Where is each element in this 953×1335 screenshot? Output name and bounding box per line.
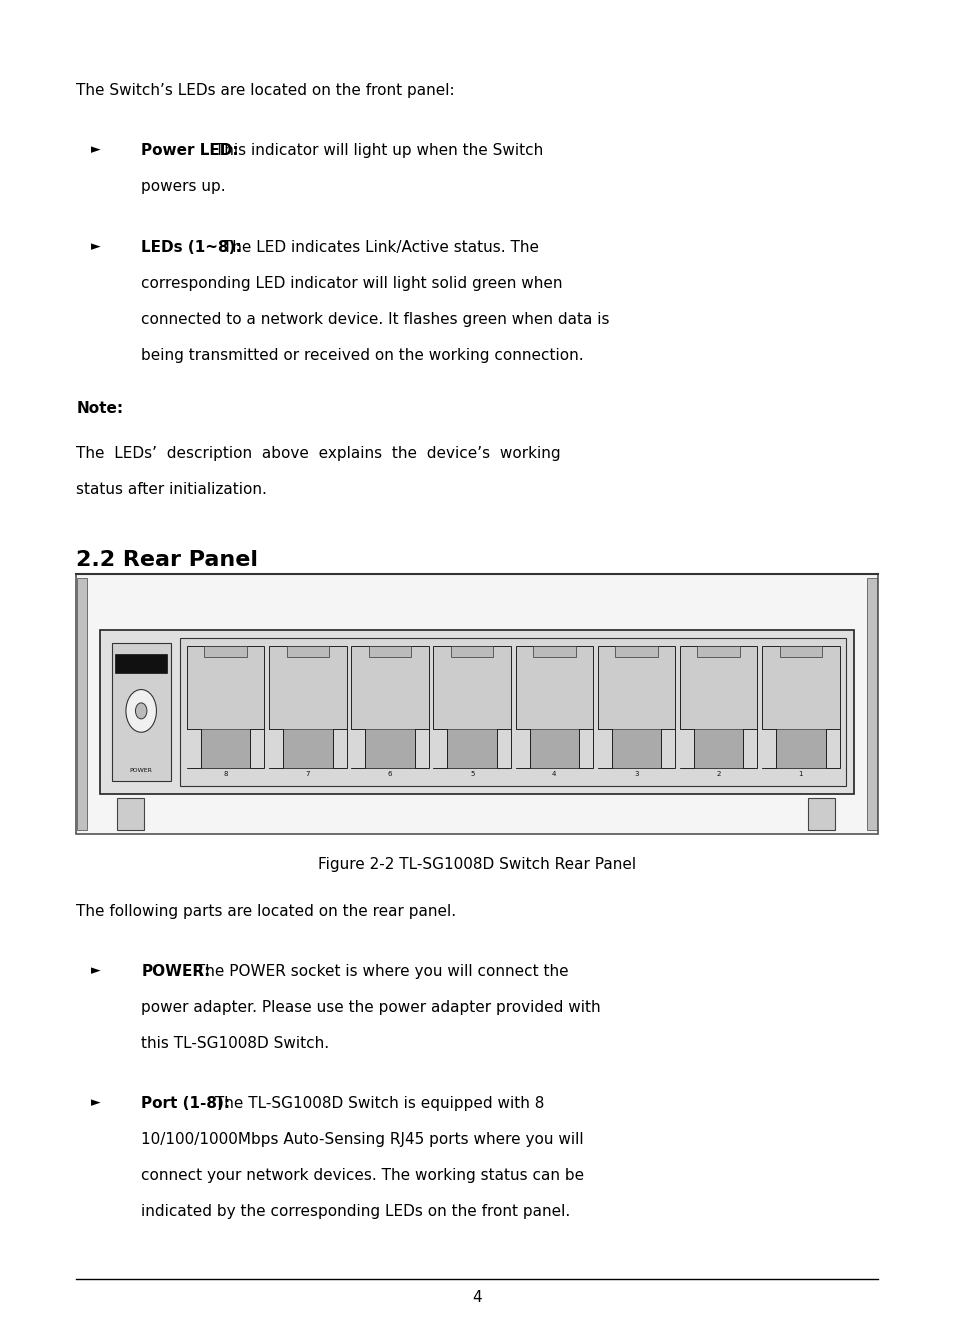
Bar [598, 729, 611, 768]
Bar [204, 646, 247, 657]
Bar [615, 646, 657, 657]
Bar [451, 646, 493, 657]
Text: Power LED:: Power LED: [141, 143, 238, 158]
Bar [351, 646, 428, 768]
Bar [269, 729, 283, 768]
Bar [269, 646, 346, 768]
Bar [697, 646, 740, 657]
Text: 4: 4 [552, 772, 556, 777]
Text: ►: ► [91, 143, 100, 156]
Text: The Switch’s LEDs are located on the front panel:: The Switch’s LEDs are located on the fro… [76, 83, 455, 97]
Bar [679, 729, 693, 768]
Text: Note:: Note: [76, 400, 123, 415]
Bar [100, 630, 853, 794]
Text: 10/100/1000Mbps Auto-Sensing RJ45 ports where you will: 10/100/1000Mbps Auto-Sensing RJ45 ports … [141, 1132, 583, 1147]
Bar [187, 729, 201, 768]
Circle shape [135, 702, 147, 718]
Bar [529, 729, 578, 768]
Text: powers up.: powers up. [141, 179, 226, 194]
Text: 7: 7 [305, 772, 310, 777]
Bar [598, 646, 675, 768]
Text: 3: 3 [634, 772, 639, 777]
Text: ►: ► [91, 240, 100, 254]
Bar [76, 574, 877, 834]
Text: 8: 8 [223, 772, 228, 777]
Text: 5: 5 [470, 772, 474, 777]
Text: This indicator will light up when the Switch: This indicator will light up when the Sw… [210, 143, 542, 158]
Bar [515, 646, 593, 768]
Bar [115, 654, 167, 673]
Text: 4: 4 [472, 1290, 481, 1304]
Bar [187, 646, 264, 768]
Bar [742, 729, 757, 768]
Text: POWER:: POWER: [141, 964, 211, 979]
Text: power adapter. Please use the power adapter provided with: power adapter. Please use the power adap… [141, 1000, 600, 1015]
Text: ►: ► [91, 964, 100, 977]
Text: LEDs (1~8):: LEDs (1~8): [141, 240, 242, 255]
Bar [286, 646, 329, 657]
Text: POWER: POWER [130, 768, 152, 773]
Bar [447, 729, 497, 768]
Text: this TL-SG1008D Switch.: this TL-SG1008D Switch. [141, 1036, 329, 1051]
Text: Port (1-8):: Port (1-8): [141, 1096, 230, 1111]
Bar [779, 646, 821, 657]
Text: corresponding LED indicator will light solid green when: corresponding LED indicator will light s… [141, 276, 562, 291]
Bar [415, 729, 428, 768]
Text: status after initialization.: status after initialization. [76, 482, 267, 497]
Bar [251, 729, 264, 768]
Bar [112, 643, 171, 781]
Text: The LED indicates Link/Active status. The: The LED indicates Link/Active status. Th… [217, 240, 537, 255]
Text: 2: 2 [716, 772, 720, 777]
Bar [117, 798, 144, 830]
Text: ►: ► [91, 1096, 100, 1109]
Text: being transmitted or received on the working connection.: being transmitted or received on the wor… [141, 348, 583, 363]
Text: connect your network devices. The working status can be: connect your network devices. The workin… [141, 1168, 583, 1183]
Bar [515, 729, 529, 768]
Bar [369, 646, 411, 657]
Bar [866, 578, 876, 830]
Bar [433, 729, 447, 768]
Bar [807, 798, 834, 830]
Text: 6: 6 [387, 772, 392, 777]
Bar [333, 729, 346, 768]
Bar [693, 729, 742, 768]
Text: connected to a network device. It flashes green when data is: connected to a network device. It flashe… [141, 312, 609, 327]
Text: The TL-SG1008D Switch is equipped with 8: The TL-SG1008D Switch is equipped with 8 [210, 1096, 543, 1111]
Bar [351, 729, 365, 768]
Bar [660, 729, 675, 768]
Text: 1: 1 [798, 772, 802, 777]
Bar [679, 646, 757, 768]
Text: The  LEDs’  description  above  explains  the  device’s  working: The LEDs’ description above explains the… [76, 446, 560, 461]
Bar [201, 729, 251, 768]
Circle shape [126, 689, 156, 732]
Bar [761, 729, 775, 768]
Bar [533, 646, 575, 657]
Bar [611, 729, 660, 768]
Text: 2.2 Rear Panel: 2.2 Rear Panel [76, 550, 258, 570]
Bar [497, 729, 511, 768]
Bar [365, 729, 415, 768]
Bar [283, 729, 333, 768]
Bar [180, 638, 845, 786]
Bar [77, 578, 87, 830]
Bar [433, 646, 511, 768]
Bar [761, 646, 839, 768]
Bar [775, 729, 824, 768]
Text: Figure 2-2 TL-SG1008D Switch Rear Panel: Figure 2-2 TL-SG1008D Switch Rear Panel [317, 857, 636, 872]
Text: The POWER socket is where you will connect the: The POWER socket is where you will conne… [191, 964, 568, 979]
Bar [824, 729, 839, 768]
Text: indicated by the corresponding LEDs on the front panel.: indicated by the corresponding LEDs on t… [141, 1204, 570, 1219]
Bar [578, 729, 593, 768]
Text: The following parts are located on the rear panel.: The following parts are located on the r… [76, 904, 456, 918]
